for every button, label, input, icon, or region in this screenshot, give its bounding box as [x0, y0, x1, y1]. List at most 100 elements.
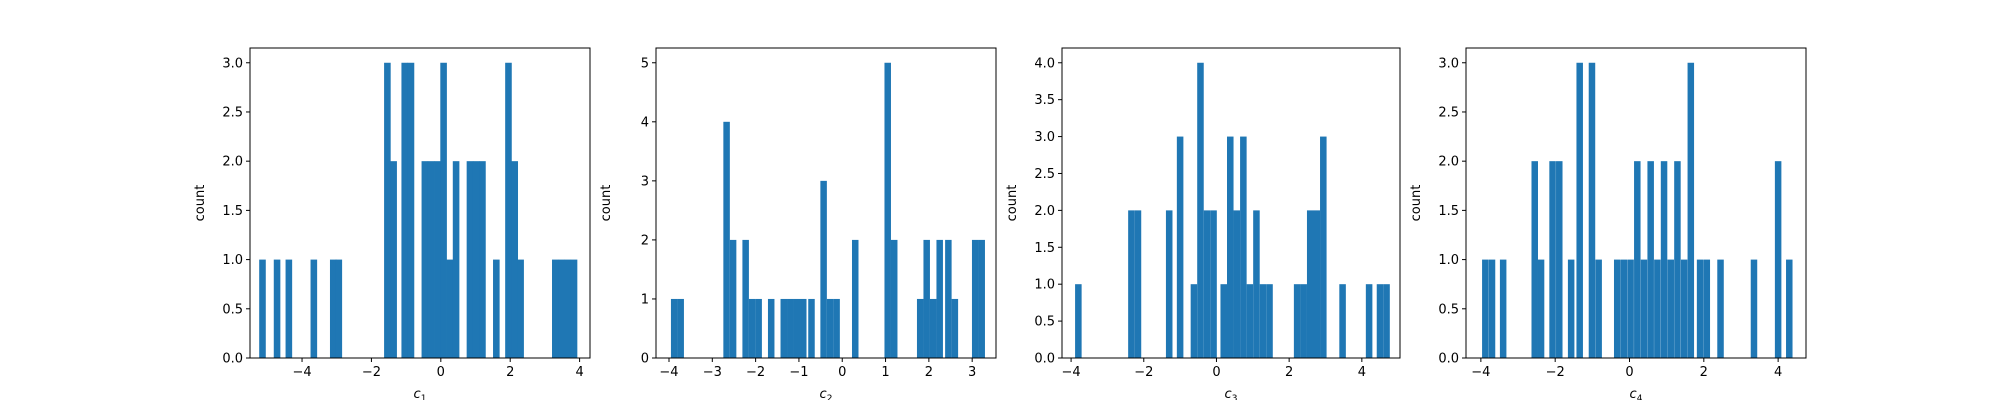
- histogram-bar: [434, 161, 441, 358]
- histogram-bar: [1620, 259, 1628, 358]
- subplot-1: −4 −2 0 2 4 0.0 0.5 1.0 1.5 2.0 2.5 3.0 c1 count: [193, 47, 591, 400]
- histogram-bar: [401, 62, 409, 358]
- x-tick-label: 0: [1625, 365, 1633, 380]
- histogram-bar: [1717, 259, 1724, 358]
- histogram-bar: [1556, 161, 1563, 358]
- histogram-bar: [558, 259, 565, 358]
- histogram-bar: [1595, 259, 1602, 358]
- histogram-bar: [1376, 284, 1384, 358]
- histogram-bar: [452, 161, 460, 358]
- y-tick-label: 2.0: [1438, 155, 1459, 170]
- x-tick-label: −3: [703, 365, 722, 380]
- x-axis-label-subscript: 4: [1637, 394, 1643, 400]
- histogram-bar: [1687, 62, 1695, 358]
- y-tick-label: 1.5: [222, 204, 243, 219]
- histogram-bar: [723, 121, 730, 358]
- x-axis-label: c1: [414, 387, 427, 400]
- histogram-bar: [1549, 161, 1556, 358]
- histogram-bar: [1680, 259, 1688, 358]
- x-tick-label: 2: [1700, 365, 1708, 380]
- histogram-bar: [285, 259, 293, 358]
- histogram-bar: [1703, 259, 1711, 358]
- y-axis-label: count: [1409, 185, 1424, 222]
- histogram-bar: [390, 161, 397, 358]
- y-tick-label: 3.0: [1034, 130, 1055, 145]
- histogram-bar: [884, 62, 891, 358]
- y-tick-label: 1.0: [1438, 253, 1459, 268]
- x-axis-label-subscript: 2: [827, 394, 833, 400]
- histogram-bar: [570, 259, 578, 358]
- histogram-bar: [1488, 259, 1496, 358]
- x-tick-label: 1: [881, 365, 889, 380]
- histogram-bar: [1482, 259, 1489, 358]
- y-tick-label: 0.0: [1034, 352, 1055, 367]
- histogram-bar: [440, 62, 447, 358]
- histogram-bar: [945, 239, 952, 358]
- histogram-bar: [742, 239, 749, 358]
- histogram-bar: [466, 161, 474, 358]
- y-tick-label: 3: [641, 174, 649, 189]
- histogram-bar: [1306, 210, 1314, 358]
- x-axis-label: c4: [1630, 387, 1643, 400]
- y-tick-label: 3.0: [1438, 56, 1459, 71]
- histogram-bar: [851, 239, 859, 358]
- histogram-bar: [1537, 259, 1545, 358]
- histogram-bar: [273, 259, 281, 358]
- x-tick-label: 4: [575, 365, 583, 380]
- histogram-bar: [1627, 259, 1634, 358]
- axes-frame: [655, 47, 997, 359]
- y-tick-label: 1.0: [222, 253, 243, 268]
- histogram-bar: [748, 298, 756, 358]
- x-axis-label-subscript: 3: [1232, 394, 1238, 400]
- histogram-bar: [800, 298, 807, 358]
- histogram-bar: [446, 259, 454, 358]
- histogram-bar: [1383, 284, 1390, 358]
- histogram-bar: [1134, 210, 1142, 358]
- histogram-bar: [1233, 210, 1241, 358]
- histogram-bar: [1774, 161, 1782, 358]
- histogram-bar: [826, 298, 834, 358]
- histogram-bar: [833, 298, 840, 358]
- x-axis-label-subscript: 1: [421, 394, 427, 400]
- histogram-bar: [1210, 210, 1217, 358]
- histogram-bar: [259, 259, 266, 358]
- y-tick-label: 0.5: [1438, 302, 1459, 317]
- x-axis-label-base: c: [414, 387, 421, 400]
- y-tick-label: 2.0: [222, 155, 243, 170]
- x-axis-label-base: c: [820, 387, 827, 400]
- axes-frame: [1465, 47, 1807, 359]
- y-tick-label: 2.5: [1034, 167, 1055, 182]
- histogram-bar: [1259, 284, 1267, 358]
- histogram-bar: [1567, 259, 1575, 358]
- histogram-bar: [421, 161, 429, 358]
- histogram-bar: [310, 259, 318, 358]
- histogram-bar: [1667, 259, 1674, 358]
- histogram-bar: [1613, 259, 1621, 358]
- y-tick-label: 1: [641, 292, 649, 307]
- histogram-bar: [505, 62, 512, 358]
- histogram-bar: [1313, 210, 1321, 358]
- histogram-bar: [936, 239, 943, 358]
- histogram-bar: [479, 161, 486, 358]
- histogram-bar: [1190, 284, 1198, 358]
- y-tick-label: 4: [641, 115, 649, 130]
- histogram-bar: [820, 180, 827, 358]
- histogram-bar: [1696, 259, 1704, 358]
- y-tick-label: 2.5: [222, 105, 243, 120]
- histogram-bar: [1588, 62, 1596, 358]
- x-tick-label: −4: [659, 365, 678, 380]
- histogram-bar: [1197, 62, 1204, 358]
- y-tick-label: 3.5: [1034, 93, 1055, 108]
- histogram-bar: [1293, 284, 1301, 358]
- histogram-bar: [951, 298, 959, 358]
- x-tick-label: −2: [746, 365, 765, 380]
- histogram-bar: [552, 259, 559, 358]
- histogram-bar: [564, 259, 572, 358]
- x-tick-label: −2: [1546, 365, 1565, 380]
- x-tick-label: 4: [1358, 365, 1366, 380]
- histogram-bar: [1339, 284, 1346, 358]
- x-tick-label: −4: [292, 365, 311, 380]
- histogram-bar: [780, 298, 788, 358]
